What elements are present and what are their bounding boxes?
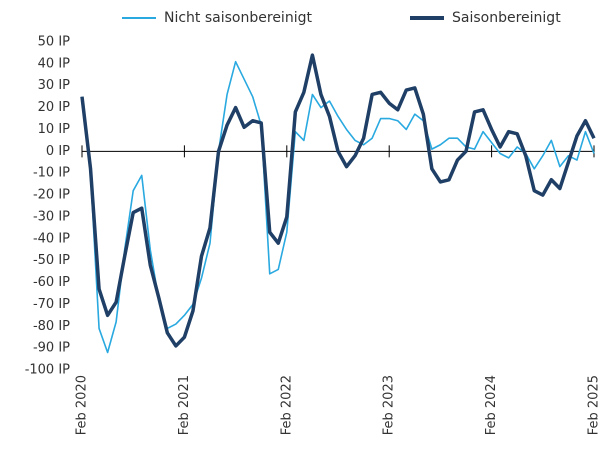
legend-label: Saisonbereinigt xyxy=(452,10,561,26)
y-tick-label: -60 IP xyxy=(33,275,70,290)
series-line xyxy=(81,60,595,354)
y-tick-label: 0 IP xyxy=(46,144,70,159)
x-tick-label: Feb 2021 xyxy=(177,375,192,435)
y-tick-label: -20 IP xyxy=(33,188,70,203)
y-tick-label: -100 IP xyxy=(25,363,70,378)
y-tick-label: 10 IP xyxy=(38,122,71,137)
y-tick-label: -30 IP xyxy=(33,209,70,224)
y-tick-label: 30 IP xyxy=(38,78,71,93)
x-tick-label: Feb 2024 xyxy=(484,375,499,435)
y-tick-label: -90 IP xyxy=(33,341,70,356)
x-tick-label: Feb 2022 xyxy=(279,375,294,435)
y-tick-label: -50 IP xyxy=(33,253,70,268)
y-tick-label: 40 IP xyxy=(38,56,71,71)
x-tick-label: Feb 2023 xyxy=(382,375,397,435)
y-tick-label: -40 IP xyxy=(33,231,70,246)
y-tick-label: -10 IP xyxy=(33,166,70,181)
legend-label: Nicht saisonbereinigt xyxy=(164,10,312,26)
series-line xyxy=(80,53,596,348)
x-tick-label: Feb 2020 xyxy=(75,375,90,435)
y-tick-label: 20 IP xyxy=(38,100,71,115)
x-tick-label: Feb 2025 xyxy=(587,375,602,435)
y-tick-label: 50 IP xyxy=(38,35,71,50)
y-tick-label: -70 IP xyxy=(33,297,70,312)
y-tick-label: -80 IP xyxy=(33,319,70,334)
